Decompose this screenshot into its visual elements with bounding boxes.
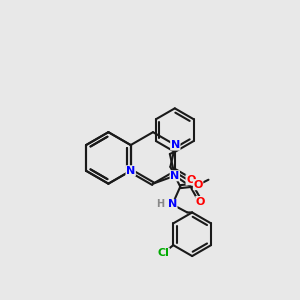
Text: H: H <box>156 200 164 209</box>
Text: O: O <box>186 175 195 185</box>
Text: O: O <box>194 180 203 190</box>
Text: O: O <box>196 196 205 206</box>
Text: N: N <box>171 140 180 150</box>
Text: N: N <box>170 171 179 181</box>
Text: Cl: Cl <box>158 248 169 258</box>
Text: N: N <box>126 166 135 176</box>
Text: N: N <box>168 200 177 209</box>
